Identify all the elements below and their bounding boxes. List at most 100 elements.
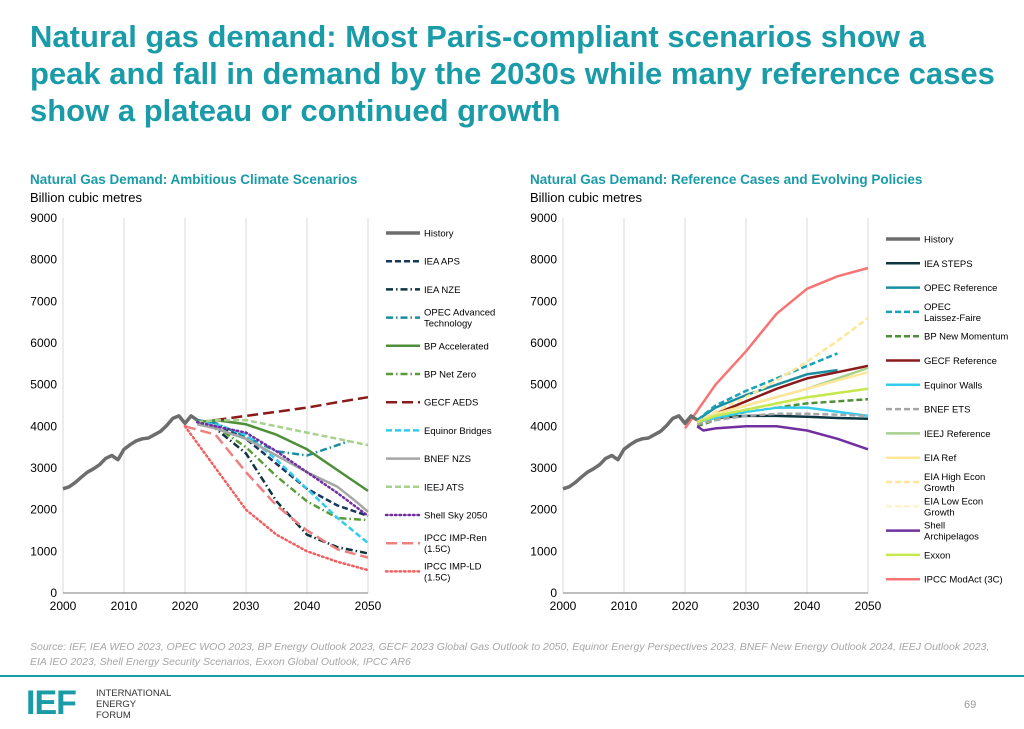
x-axis: 2000 2010 2020 2030 2040 2050 [50, 599, 382, 613]
series-line-gecf-aeds [215, 395, 369, 422]
legend-label-line: Exxon [924, 550, 950, 561]
x-tick-label: 2040 [794, 599, 821, 613]
x-tick-label: 2010 [611, 599, 638, 613]
y-tick-label: 5000 [30, 378, 57, 392]
legend-label-line: BP New Momentum [924, 332, 1008, 343]
series-line-opec-laissez-faire [696, 352, 838, 422]
legend-label-line: Shell Sky 2050 [424, 511, 487, 522]
legend-label-line: History [924, 235, 954, 246]
y-axis: 0 1000 2000 3000 4000 5000 6000 7000 8000 9000 [530, 211, 557, 600]
legend-label: IEEJ Reference [924, 429, 991, 440]
chart-title: Natural Gas Demand: Reference Cases and … [530, 172, 923, 187]
series-line-ieej-ats [197, 418, 369, 447]
series-line-ipcc-imp-ld-1-5c [183, 425, 370, 572]
series-line-history [62, 414, 199, 491]
legend-label-line: IEEJ Reference [924, 429, 991, 440]
chart-unit-label: Billion cubic metres [530, 190, 642, 205]
y-axis: 0 1000 2000 3000 4000 5000 6000 7000 8000 9000 [30, 211, 57, 600]
legend-label-line: IEA NZE [424, 285, 460, 296]
source-note: Source: IEF, IEA WEO 2023, OPEC WOO 2023… [30, 641, 990, 668]
legend-label-line: Technology [424, 319, 472, 330]
legend-label: EIA Low Econ Growth [924, 496, 983, 518]
series-line-opec-reference [696, 368, 838, 422]
series-line-eia-ref [696, 370, 869, 424]
y-tick-label: 8000 [30, 253, 57, 267]
y-tick-label: 0 [550, 586, 557, 600]
chart-title: Natural Gas Demand: Ambitious Climate Sc… [30, 172, 358, 187]
legend-label-line: OPEC Advanced [424, 308, 495, 319]
legend-label-line: Archipelagos [924, 532, 979, 543]
legend-label: BP Net Zero [424, 370, 476, 381]
logo-line: INTERNATIONAL [96, 688, 172, 699]
legend-label-line: Laissez-Faire [924, 313, 981, 324]
legend-label: Equinor Walls [924, 380, 983, 391]
y-tick-label: 4000 [530, 419, 557, 433]
legend-label-line: (1.5C) [424, 544, 450, 555]
legend-label: Shell Sky 2050 [424, 511, 487, 522]
x-tick-label: 2040 [294, 599, 321, 613]
legend-label: EIA Ref [924, 453, 957, 464]
y-tick-label: 7000 [30, 294, 57, 308]
legend-label: IEA APS [424, 257, 460, 268]
x-tick-label: 2030 [733, 599, 760, 613]
legend-label: IPCC ModAct (3C) [924, 575, 1003, 586]
legend-label-line: BP Accelerated [424, 341, 489, 352]
logo-line: FORUM [96, 710, 131, 721]
legend-label-line: Growth [924, 507, 955, 518]
x-axis: 2000 2010 2020 2030 2040 2050 [550, 599, 882, 613]
y-tick-label: 9000 [530, 211, 557, 225]
legend-label: OPEC Reference [924, 283, 997, 294]
y-tick-label: 1000 [30, 544, 57, 558]
legend-label-line: BNEF NZS [424, 454, 471, 465]
gridlines [562, 218, 869, 593]
legend-label: EIA High Econ Growth [924, 472, 985, 494]
legend-label-line: OPEC [924, 302, 951, 313]
legend-label-line: (1.5C) [424, 572, 450, 583]
y-tick-label: 1000 [530, 544, 557, 558]
x-tick-label: 2050 [855, 599, 882, 613]
legend-label: OPEC Laissez-Faire [924, 302, 981, 324]
x-tick-label: 2000 [550, 599, 577, 613]
series-line-history [562, 414, 699, 491]
legend-label: Shell Archipelagos [924, 521, 979, 543]
legend-label: BNEF ETS [924, 405, 970, 416]
legend-label-line: EIA Low Econ [924, 496, 983, 507]
legend-label-line: IPCC ModAct (3C) [924, 575, 1003, 586]
y-tick-label: 5000 [530, 378, 557, 392]
legend-label-line: GECF AEDS [424, 398, 478, 409]
legend-label-line: OPEC Reference [924, 283, 997, 294]
x-tick-label: 2020 [172, 599, 199, 613]
y-tick-label: 4000 [30, 419, 57, 433]
y-tick-label: 2000 [530, 503, 557, 517]
legend: History IEA APS IEA NZE OPEC Advanced Techno… [384, 229, 495, 583]
x-tick-label: 2000 [50, 599, 77, 613]
x-tick-label: 2050 [355, 599, 382, 613]
slide-title: Natural gas demand: Most Paris-compliant… [30, 19, 995, 128]
series-line-opec-advanced-technology [197, 418, 351, 457]
legend-label-line: Shell [924, 521, 945, 532]
legend-label: GECF AEDS [424, 398, 478, 409]
legend-label-line: IPCC IMP-Ren [424, 533, 487, 544]
legend-label-line: EIA High Econ [924, 472, 985, 483]
y-tick-label: 3000 [30, 461, 57, 475]
legend-label-line: IEEJ ATS [424, 482, 464, 493]
x-tick-label: 2020 [672, 599, 699, 613]
legend-label-line: BP Net Zero [424, 370, 476, 381]
x-tick-label: 2010 [111, 599, 138, 613]
line-chart-ambitious: 0 1000 2000 3000 4000 5000 6000 7000 8000 9000 200… [30, 211, 495, 613]
y-tick-label: 7000 [530, 294, 557, 308]
y-tick-label: 2000 [30, 503, 57, 517]
series-lines [62, 395, 370, 572]
y-tick-label: 3000 [530, 461, 557, 475]
series-line-bnef-nzs [196, 423, 369, 513]
legend-label-line: GECF Reference [924, 356, 997, 367]
series-line-shell-sky-2050 [195, 420, 370, 518]
legend-label-line: IEA APS [424, 257, 460, 268]
series-line-exxon [696, 387, 869, 424]
legend-label-line: Equinor Walls [924, 380, 983, 391]
legend-label: Exxon [924, 550, 950, 561]
x-tick-label: 2030 [233, 599, 260, 613]
legend-label: BP Accelerated [424, 341, 489, 352]
legend-label: IPCC IMP-Ren (1.5C) [424, 533, 487, 555]
legend-label-line: EIA Ref [924, 453, 957, 464]
